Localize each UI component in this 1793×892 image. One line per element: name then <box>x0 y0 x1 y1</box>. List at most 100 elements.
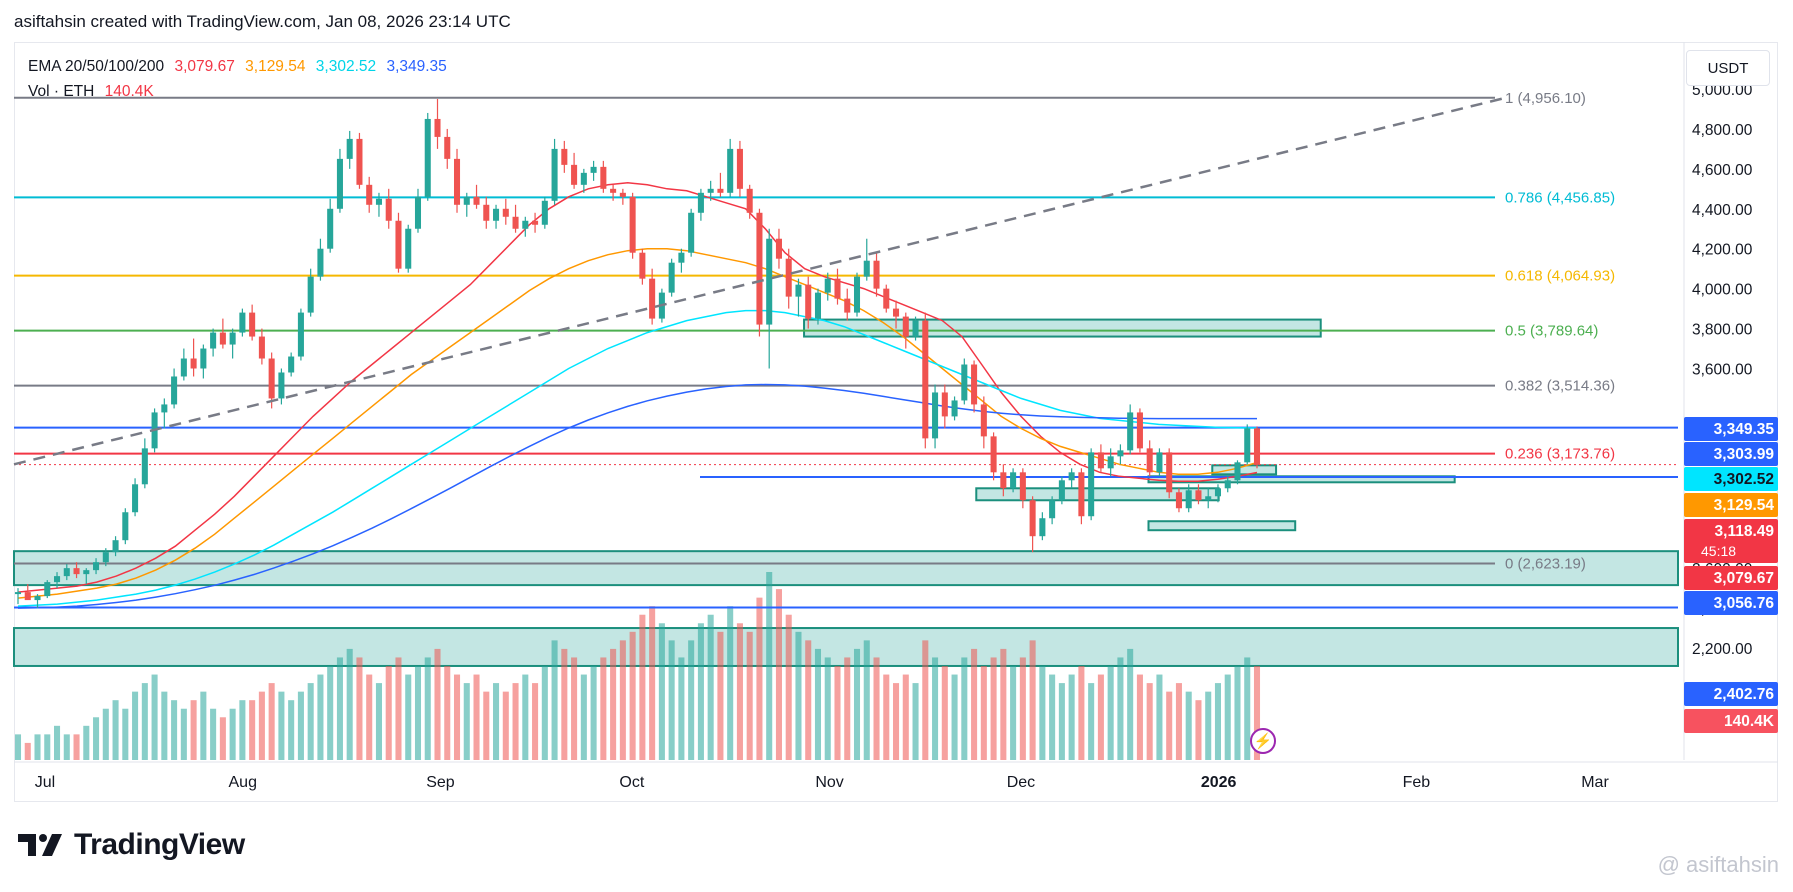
candle[interactable] <box>288 352 295 377</box>
candle[interactable] <box>493 204 500 229</box>
candle[interactable] <box>1117 444 1124 465</box>
candle[interactable] <box>1000 464 1007 497</box>
candle[interactable] <box>1146 440 1153 477</box>
candle[interactable] <box>1253 426 1261 469</box>
candle[interactable] <box>668 258 675 297</box>
candle[interactable] <box>34 594 41 609</box>
ema100-line[interactable] <box>17 309 1258 607</box>
candle[interactable] <box>483 196 490 229</box>
candle[interactable] <box>463 192 470 217</box>
candle[interactable] <box>1029 496 1036 553</box>
candle[interactable] <box>571 152 578 189</box>
candle[interactable] <box>1234 460 1241 485</box>
candle[interactable] <box>249 304 256 341</box>
candle[interactable] <box>717 172 724 197</box>
candle[interactable] <box>512 204 519 233</box>
candle[interactable] <box>863 238 870 281</box>
candle[interactable] <box>1127 404 1134 455</box>
candle[interactable] <box>1010 468 1017 493</box>
candle[interactable] <box>522 216 529 237</box>
ema20-line[interactable] <box>17 182 1258 593</box>
candle[interactable] <box>1136 408 1143 453</box>
candle[interactable] <box>834 268 841 305</box>
candle[interactable] <box>1166 448 1173 499</box>
candle[interactable] <box>93 558 100 575</box>
candle[interactable] <box>795 278 802 317</box>
candle[interactable] <box>649 268 656 325</box>
candle[interactable] <box>307 268 314 317</box>
candle[interactable] <box>541 196 548 229</box>
candle[interactable] <box>63 564 70 581</box>
ema200-line[interactable] <box>17 383 1257 609</box>
candle[interactable] <box>688 208 695 257</box>
candle[interactable] <box>161 398 168 429</box>
candle[interactable] <box>190 338 197 377</box>
candle[interactable] <box>1107 448 1114 477</box>
candle[interactable] <box>73 562 80 579</box>
candle[interactable] <box>268 352 275 409</box>
candle[interactable] <box>1097 444 1104 473</box>
candle[interactable] <box>1205 488 1212 509</box>
candle[interactable] <box>297 308 304 361</box>
candle[interactable] <box>200 344 207 379</box>
candle[interactable] <box>932 384 939 449</box>
candle[interactable] <box>395 212 402 273</box>
candle[interactable] <box>805 276 812 329</box>
candle[interactable] <box>356 132 363 189</box>
candle[interactable] <box>580 168 587 193</box>
candle[interactable] <box>893 300 900 329</box>
candle[interactable] <box>639 248 646 285</box>
trendline-dashed[interactable] <box>13 96 1506 466</box>
candle[interactable] <box>775 228 782 269</box>
candle[interactable] <box>922 312 929 449</box>
candle[interactable] <box>385 188 392 229</box>
candle[interactable] <box>561 140 568 173</box>
candle[interactable] <box>414 188 422 233</box>
candle[interactable] <box>678 248 685 273</box>
candle[interactable] <box>619 188 626 205</box>
candle[interactable] <box>610 184 617 201</box>
candle[interactable] <box>727 138 734 197</box>
candle[interactable] <box>853 272 861 317</box>
candle[interactable] <box>346 130 353 169</box>
candle[interactable] <box>229 328 236 359</box>
candle[interactable] <box>434 98 441 149</box>
candle[interactable] <box>278 368 285 405</box>
candle[interactable] <box>961 358 968 405</box>
candle[interactable] <box>707 180 714 201</box>
candle[interactable] <box>532 212 539 233</box>
candle[interactable] <box>971 360 978 413</box>
candle[interactable] <box>590 160 597 181</box>
candle[interactable] <box>24 584 31 601</box>
candle[interactable] <box>1058 476 1065 505</box>
candle[interactable] <box>1019 468 1026 509</box>
candle[interactable] <box>405 224 412 273</box>
candle[interactable] <box>258 328 265 365</box>
candle[interactable] <box>746 184 753 219</box>
candle[interactable] <box>336 148 343 213</box>
candle[interactable] <box>1195 484 1202 505</box>
candle[interactable] <box>951 396 958 421</box>
candle[interactable] <box>785 248 792 309</box>
candle[interactable] <box>210 328 217 357</box>
candle[interactable] <box>112 536 119 557</box>
candle[interactable] <box>1088 448 1095 521</box>
candle[interactable] <box>180 348 187 381</box>
candle[interactable] <box>736 140 743 197</box>
candle[interactable] <box>941 384 948 429</box>
candle[interactable] <box>912 316 919 341</box>
candle[interactable] <box>844 288 851 321</box>
candle[interactable] <box>102 548 109 567</box>
candle[interactable] <box>424 112 431 201</box>
candle[interactable] <box>171 368 178 409</box>
candle[interactable] <box>219 318 226 349</box>
candle[interactable] <box>697 188 704 221</box>
candle[interactable] <box>1068 468 1075 489</box>
tradingview-logo[interactable]: TradingView <box>18 828 245 862</box>
candle[interactable] <box>83 568 90 585</box>
lightning-icon[interactable]: ⚡ <box>1250 728 1276 754</box>
candle[interactable] <box>551 138 558 205</box>
candle[interactable] <box>239 308 246 337</box>
candle[interactable] <box>824 272 831 301</box>
